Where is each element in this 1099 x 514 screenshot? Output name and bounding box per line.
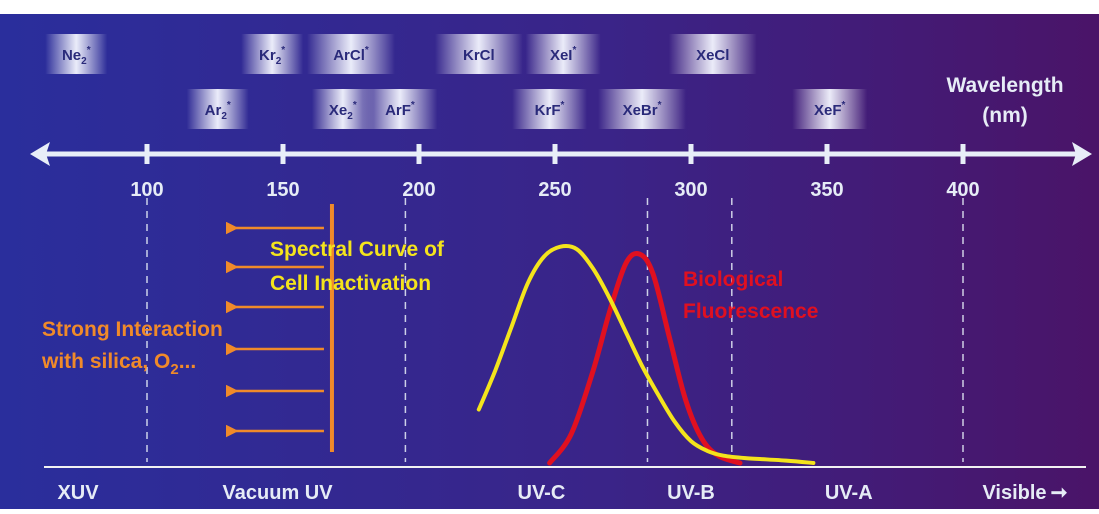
axis-arrow-right <box>1072 142 1092 166</box>
top-band <box>0 0 1099 14</box>
excimer-name: KrCl <box>463 47 495 64</box>
excimer-name: Xe2* <box>329 100 357 122</box>
region-label: UV-A <box>825 482 873 504</box>
region-boundaries <box>146 198 964 462</box>
cell-inactivation-curve <box>476 243 816 465</box>
excimer-label-glow <box>512 89 588 129</box>
excimer-name: XeI* <box>550 45 577 64</box>
region-labels: XUV Vacuum UV UV-C UV-B UV-A Visible ➞ <box>57 482 1067 504</box>
excimer-label-glow <box>434 34 523 74</box>
excimer-label-glow <box>186 89 249 129</box>
tick-label: 250 <box>538 179 571 201</box>
excimer-name: XeBr* <box>623 100 662 119</box>
axis-title-line1: Wavelength <box>946 74 1063 97</box>
excimer-label-glow <box>525 34 601 74</box>
biological-fluorescence-curve <box>547 250 743 466</box>
excimer-label: ArF* <box>362 89 438 129</box>
excimer-name: KrF* <box>535 100 565 119</box>
tick-label: 300 <box>674 179 707 201</box>
spectral-curves <box>476 243 816 466</box>
excimer-label: Kr2* <box>241 34 304 74</box>
axis-arrow-left <box>30 142 50 166</box>
tick-label: 100 <box>130 179 163 201</box>
excimer-name: Ne2* <box>62 45 91 67</box>
absorption-note-line1: Strong Interaction <box>42 318 223 341</box>
absorption-note-line2: with silica, O2... <box>41 350 196 378</box>
axis-title-line2: (nm) <box>982 104 1028 127</box>
absorption-arrows <box>226 221 324 438</box>
excimer-label: KrF* <box>512 89 588 129</box>
region-label: UV-C <box>518 482 566 504</box>
excimer-name: ArF* <box>385 100 415 119</box>
excimer-name: ArCl* <box>333 45 369 64</box>
excimer-label: XeBr* <box>598 89 687 129</box>
tick-label: 350 <box>810 179 843 201</box>
excimer-label-glow <box>362 89 438 129</box>
visible-arrow-icon: ➞ <box>1051 482 1068 504</box>
cell-inactivation-label-line1: Spectral Curve of <box>270 238 445 261</box>
region-label: UV-B <box>667 482 715 504</box>
tick-label: 150 <box>266 179 299 201</box>
excimer-label: Ar2* <box>186 89 249 129</box>
wavelength-axis: 100 150 200 250 300 350 400 Wavelength (nm) <box>30 74 1092 201</box>
region-label: XUV <box>57 482 99 504</box>
excimer-name: Kr2* <box>259 45 285 67</box>
excimer-label-glow <box>668 34 757 74</box>
excimer-name: XeF* <box>814 100 846 119</box>
excimer-label: XeCl <box>668 34 757 74</box>
excimer-label: Ne2* <box>45 34 108 74</box>
excimer-label-glow <box>307 34 395 74</box>
excimer-label: XeI* <box>525 34 601 74</box>
fluorescence-label-line1: Biological <box>683 268 783 291</box>
excimer-label-glow <box>45 34 108 74</box>
absorption-region: Strong Interaction with silica, O2... <box>41 204 334 452</box>
region-label: Vacuum UV <box>223 482 334 504</box>
excimer-label: KrCl <box>434 34 523 74</box>
fluorescence-label-line2: Fluorescence <box>683 300 818 323</box>
cell-inactivation-label-line2: Cell Inactivation <box>270 272 431 295</box>
excimer-label-glow <box>598 89 687 129</box>
excimer-label-glow <box>792 89 868 129</box>
excimer-label: XeF* <box>792 89 868 129</box>
excimer-labels: Ne2* Ar2* Kr2* Xe2* ArCl* ArF* KrCl KrF* XeI* XeB… <box>45 34 868 129</box>
axis-ticks: 100 150 200 250 300 350 400 <box>130 144 980 201</box>
excimer-name: Ar2* <box>205 100 231 122</box>
tick-label: 400 <box>946 179 979 201</box>
excimer-label: ArCl* <box>307 34 395 74</box>
region-label: Visible ➞ <box>982 482 1067 504</box>
excimer-name: XeCl <box>696 47 729 64</box>
excimer-label-glow <box>241 34 304 74</box>
tick-label: 200 <box>402 179 435 201</box>
